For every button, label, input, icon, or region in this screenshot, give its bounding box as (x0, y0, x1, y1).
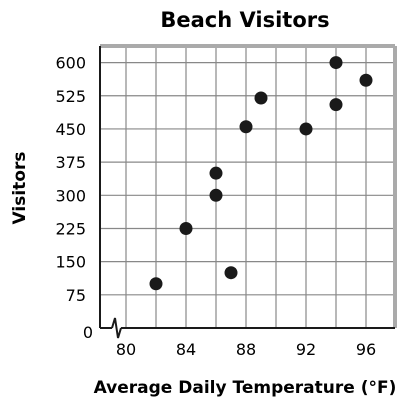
x-tick-label: 92 (296, 340, 316, 359)
y-tick-label: 225 (55, 219, 86, 238)
data-point (149, 277, 163, 291)
grid (100, 46, 395, 328)
x-axis-label: Average Daily Temperature (°F) (94, 378, 397, 398)
tick-labels: 80 84 88 92 96 75 150 225 300 375 450 525 600 0 (55, 54, 376, 359)
data-point (359, 73, 373, 87)
y-tick-label: 375 (55, 153, 86, 172)
x-tick-label: 96 (356, 340, 376, 359)
data-point (329, 98, 343, 112)
data-points (149, 56, 373, 291)
x-axis-break (111, 317, 122, 339)
y-tick-label: 300 (55, 186, 86, 205)
data-point (224, 266, 238, 280)
y-axis-label: Visitors (10, 152, 30, 225)
x-tick-label: 80 (116, 340, 136, 359)
data-point (299, 122, 313, 136)
data-point (209, 188, 223, 202)
y-tick-label: 600 (55, 54, 86, 73)
axes (99, 46, 395, 339)
data-point (329, 56, 343, 70)
x-tick-label: 84 (176, 340, 196, 359)
plot-frame (100, 44, 397, 328)
data-point (239, 120, 253, 134)
y-tick-label: 525 (55, 87, 86, 106)
x-tick-label: 88 (236, 340, 256, 359)
y-tick-label: 450 (55, 120, 86, 139)
y-tick-label: 75 (66, 286, 86, 305)
y-tick-label: 150 (55, 253, 86, 272)
data-point (254, 91, 268, 105)
origin-label: 0 (83, 323, 93, 342)
data-point (209, 166, 223, 180)
chart-title: Beach Visitors (160, 8, 329, 32)
data-point (179, 221, 193, 235)
